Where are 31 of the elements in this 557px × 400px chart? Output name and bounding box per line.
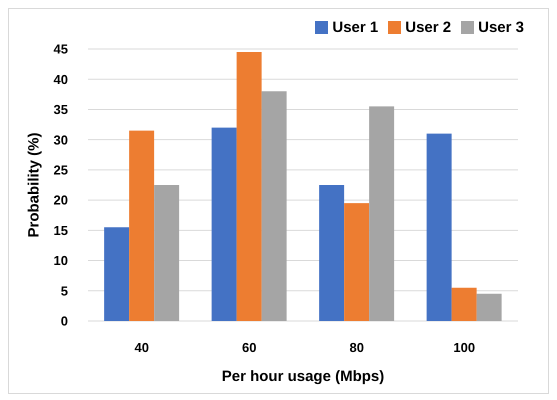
y-tick-label: 10 xyxy=(54,253,68,268)
x-tick-label: 40 xyxy=(134,340,149,356)
legend-label: User 2 xyxy=(405,19,452,36)
bar xyxy=(369,106,394,321)
bar xyxy=(476,294,502,321)
x-axis-title: Per hour usage (Mbps) xyxy=(222,368,384,385)
y-tick-label: 5 xyxy=(60,283,68,298)
y-tick-label: 30 xyxy=(54,132,68,148)
bar xyxy=(262,91,287,321)
bar xyxy=(154,185,180,321)
y-tick-label: 0 xyxy=(60,314,68,329)
bar xyxy=(452,288,477,321)
y-tick-label: 45 xyxy=(54,42,68,57)
bar xyxy=(426,134,452,321)
bar xyxy=(236,52,262,321)
bar xyxy=(319,185,344,321)
y-tick-label: 25 xyxy=(54,162,68,178)
bar xyxy=(344,203,370,321)
legend-label: User 3 xyxy=(478,19,524,36)
x-tick-label: 80 xyxy=(350,340,364,356)
y-tick-label: 35 xyxy=(54,102,68,118)
y-tick-label: 20 xyxy=(54,192,68,208)
legend-label: User 1 xyxy=(332,19,378,36)
y-tick-label: 40 xyxy=(54,72,68,87)
bar xyxy=(212,128,237,321)
bar xyxy=(104,227,130,321)
x-tick-label: 60 xyxy=(242,340,256,356)
y-tick-label: 15 xyxy=(54,222,68,238)
x-tick-label: 100 xyxy=(453,340,476,356)
y-axis-title: Probability (%) xyxy=(25,132,42,238)
bar xyxy=(129,130,154,321)
